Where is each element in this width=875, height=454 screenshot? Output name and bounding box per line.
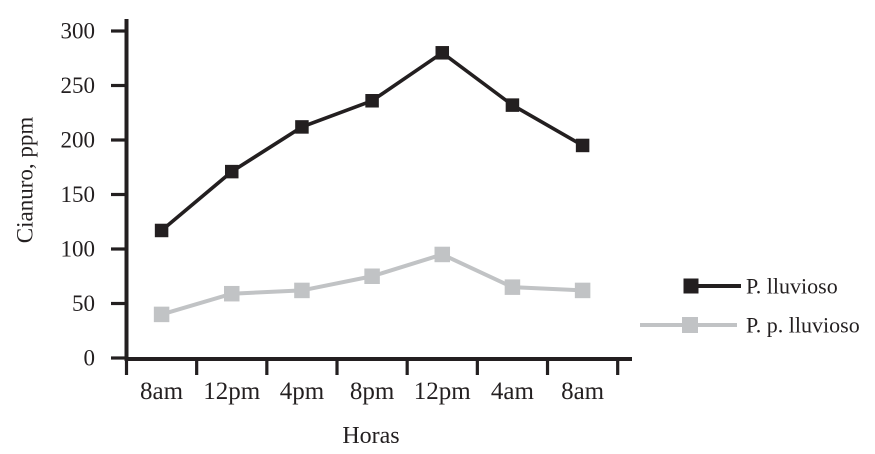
x-axis-title: Horas	[342, 423, 399, 449]
data-point-marker	[295, 120, 309, 134]
data-point-marker	[505, 98, 520, 112]
series-line	[160, 50, 584, 232]
y-tick-label: 50	[72, 291, 95, 316]
x-category-label: 4am	[491, 378, 535, 405]
data-point-marker	[153, 306, 170, 323]
data-point-marker	[435, 46, 450, 60]
y-axis-title: Cianuro, ppm	[13, 117, 38, 244]
data-point-marker	[364, 268, 380, 284]
y-tick-label: 150	[61, 182, 96, 207]
data-point-marker	[224, 285, 240, 302]
x-category-label: 8am	[140, 378, 184, 405]
y-tick-label: 200	[61, 128, 96, 153]
data-point-marker	[504, 279, 521, 295]
legend-swatch-marker	[683, 278, 699, 294]
y-tick-label: 100	[61, 237, 96, 262]
y-tick-label: 300	[61, 19, 96, 44]
legend-swatch-marker	[682, 317, 698, 333]
data-point-marker	[365, 94, 379, 108]
x-category-label: 4pm	[280, 378, 325, 405]
x-category-label: 12pm	[203, 378, 261, 405]
data-point-marker	[434, 246, 451, 263]
data-point-marker	[294, 282, 310, 299]
data-point-marker	[225, 164, 239, 179]
data-point-marker	[575, 138, 590, 153]
y-tick-label: 250	[61, 73, 96, 98]
x-category-label: 12pm	[414, 378, 472, 405]
y-tick-label: 0	[84, 346, 96, 371]
x-category-label: 8am	[561, 378, 605, 405]
legend-label: P. p. lluvioso	[746, 313, 860, 338]
x-category-label: 8pm	[350, 378, 395, 405]
data-point-marker	[154, 223, 169, 238]
data-point-marker	[574, 282, 591, 299]
legend-label: P. lluvioso	[746, 274, 838, 299]
